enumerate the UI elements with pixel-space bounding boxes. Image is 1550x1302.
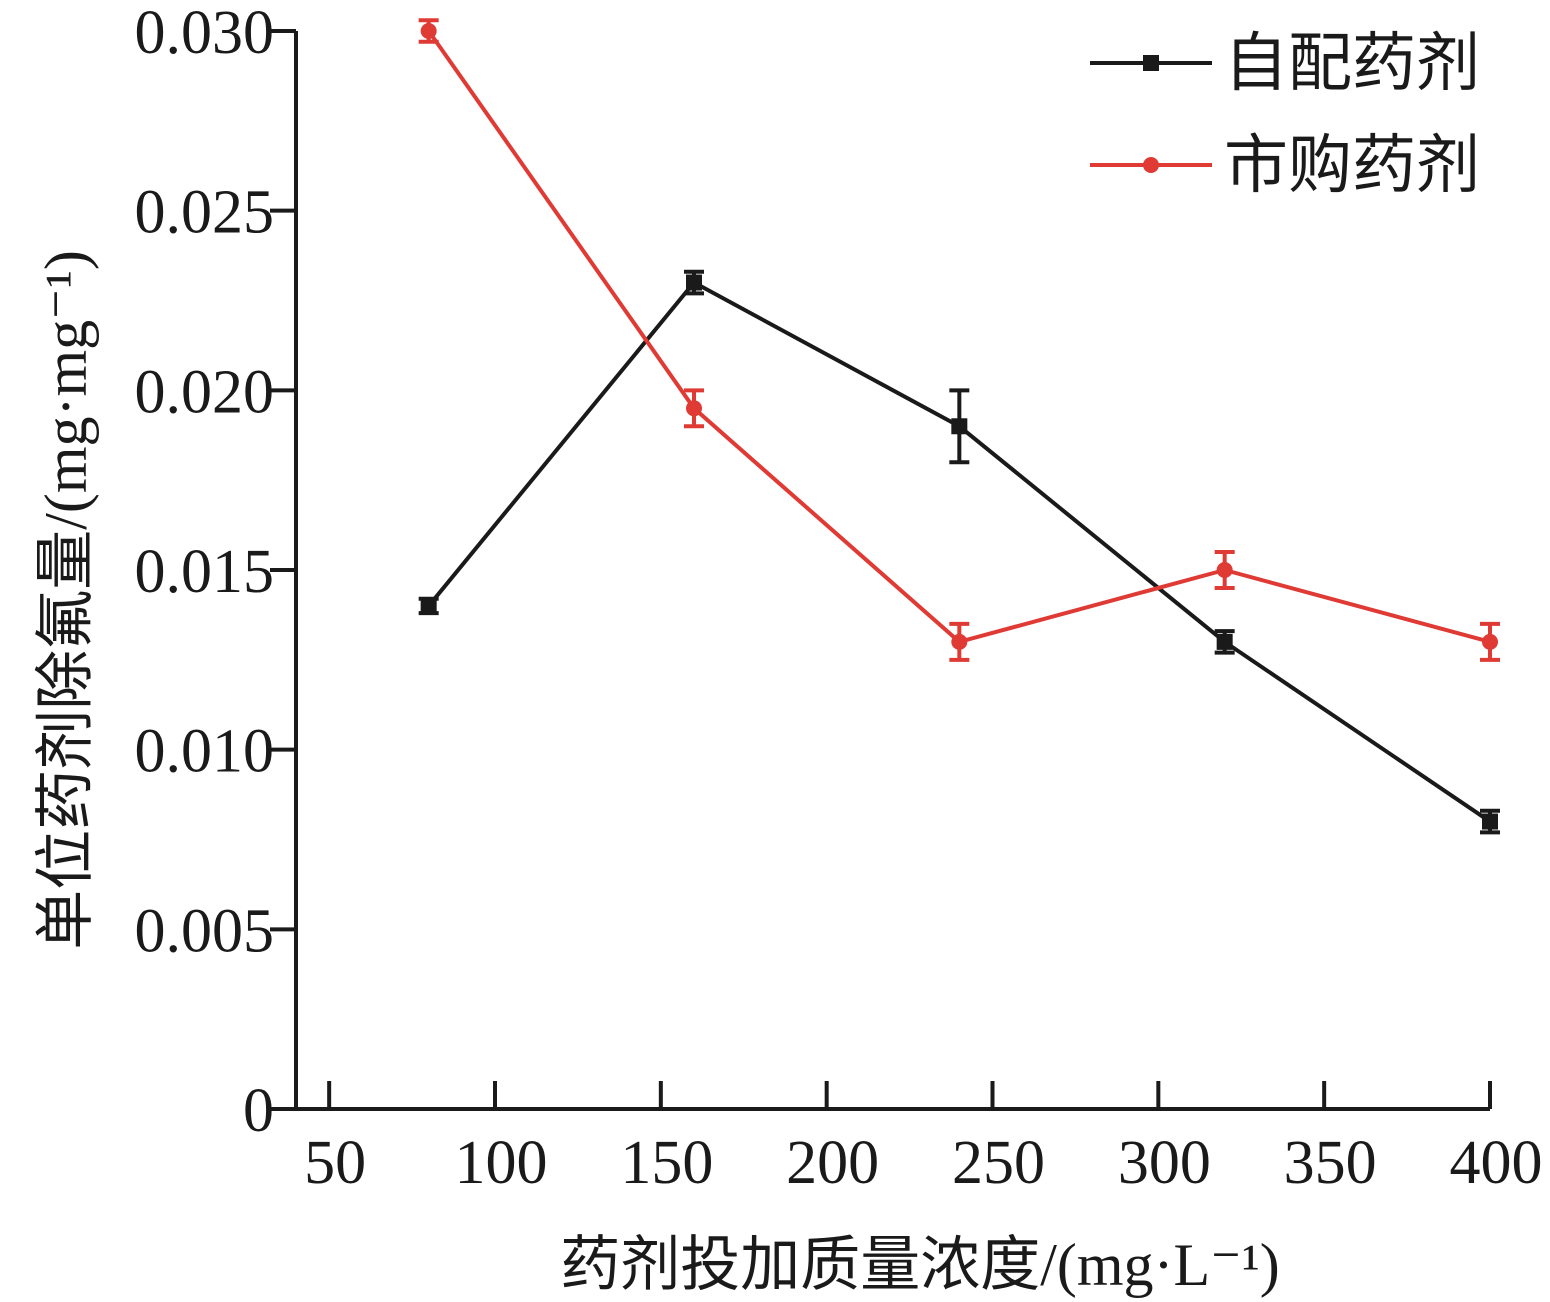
x-axis-title: 药剂投加质量浓度/(mg·L⁻¹): [560, 1232, 1280, 1298]
data-point: [686, 400, 702, 417]
y-tick-label: 0.005: [135, 897, 275, 965]
legend-label: 市购药剂: [1224, 130, 1480, 201]
series-1: [418, 269, 1500, 835]
y-axis: 0 0.005 0.010 0.015 0.020 0.025 0.030: [135, 0, 298, 1145]
data-point: [1216, 633, 1233, 650]
x-tick-label: 350: [1284, 1129, 1377, 1197]
x-tick-label: 250: [952, 1129, 1045, 1197]
legend-marker: [1143, 55, 1159, 71]
y-tick-label: 0.025: [135, 179, 275, 247]
y-tick-label: 0.030: [135, 0, 275, 67]
series-layer: [418, 18, 1500, 835]
x-tick-label: 300: [1118, 1129, 1211, 1197]
data-point: [951, 633, 968, 650]
x-tick-label: 200: [786, 1129, 879, 1197]
y-tick-label: 0.010: [135, 718, 275, 786]
legend-label: 自配药剂: [1224, 28, 1480, 99]
series-line: [427, 29, 1491, 644]
x-tick-label: 150: [620, 1129, 713, 1197]
x-axis: 50 100 150 200 250 300 350 400: [296, 1081, 1543, 1197]
data-point: [686, 274, 702, 291]
x-tick-label: 100: [455, 1129, 548, 1197]
legend-item: 自配药剂: [1090, 28, 1480, 99]
y-tick-label: 0.020: [135, 358, 275, 426]
series-line: [427, 280, 1492, 824]
x-tick-label: 400: [1450, 1129, 1543, 1197]
data-point: [420, 597, 437, 614]
y-tick-label: 0.015: [135, 538, 275, 606]
legend-marker: [1143, 157, 1159, 173]
data-point: [951, 418, 968, 435]
legend-item: 市购药剂: [1090, 130, 1480, 201]
y-tick-label: 0: [243, 1077, 274, 1145]
series-2: [418, 18, 1500, 662]
data-point: [1482, 813, 1498, 830]
data-point: [1482, 633, 1498, 650]
data-point: [1216, 562, 1233, 578]
x-tick-label: 50: [304, 1129, 366, 1197]
y-axis-title: 单位药剂除氟量/(mg·mg⁻¹): [33, 250, 99, 950]
data-point: [420, 23, 437, 39]
